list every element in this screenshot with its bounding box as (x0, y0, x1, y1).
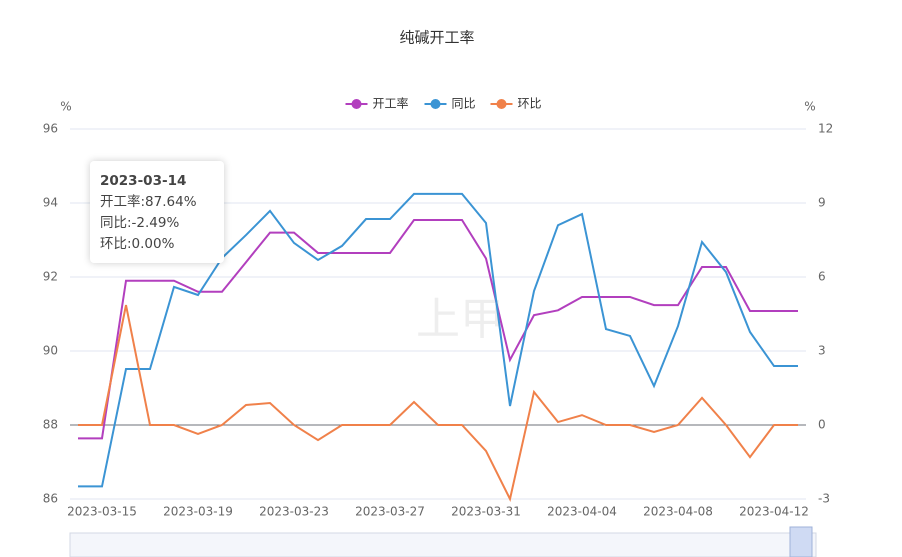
y2-tick-label: 12 (818, 122, 833, 136)
y2-tick-label: 0 (818, 418, 826, 432)
tooltip-line: 同比:-2.49% (100, 215, 180, 231)
watermark: 上甲 (416, 294, 504, 345)
tooltip-date: 2023-03-14 (100, 173, 187, 189)
legend-label: 开工率 (373, 96, 409, 111)
legend-marker (496, 99, 507, 109)
legend-label: 环比 (518, 97, 542, 111)
zoom-handle[interactable] (789, 526, 813, 557)
x-tick-label: 2023-03-27 (355, 505, 425, 519)
x-tick-label: 2023-03-19 (163, 505, 233, 519)
y-tick-label: 86 (43, 492, 58, 506)
y-axis-label: % (60, 100, 71, 114)
y-tick-label: 90 (43, 344, 58, 358)
x-tick-label: 2023-04-04 (547, 505, 617, 519)
x-tick-label: 2023-04-12 (739, 505, 809, 519)
y-tick-label: 94 (43, 196, 58, 210)
x-tick-label: 2023-04-08 (643, 505, 713, 519)
y2-axis-label: % (804, 100, 815, 114)
tooltip-line: 开工率:87.64% (100, 194, 197, 210)
chart-title: 纯碱开工率 (399, 29, 474, 47)
legend-label: 同比 (452, 97, 476, 111)
y2-tick-label: 9 (818, 196, 826, 210)
y-tick-label: 88 (43, 418, 58, 432)
tooltip: 2023-03-14 开工率:87.64% 同比:-2.49% 环比:0.00% (90, 161, 224, 263)
legend-marker (351, 99, 362, 109)
y2-tick-label: -3 (818, 492, 830, 506)
x-tick-label: 2023-03-31 (451, 505, 521, 519)
line (78, 192, 798, 488)
x-tick-label: 2023-03-23 (259, 505, 329, 519)
line (78, 219, 798, 440)
zoom-slider[interactable] (69, 532, 817, 557)
legend-marker (430, 99, 441, 109)
x-tick-label: 2023-03-15 (67, 505, 137, 519)
y2-tick-label: 6 (818, 270, 826, 284)
tooltip-line: 环比:0.00% (100, 236, 175, 252)
y2-tick-label: 3 (818, 344, 826, 358)
y-tick-label: 96 (43, 122, 58, 136)
line (78, 304, 798, 502)
y-tick-label: 92 (43, 270, 58, 284)
